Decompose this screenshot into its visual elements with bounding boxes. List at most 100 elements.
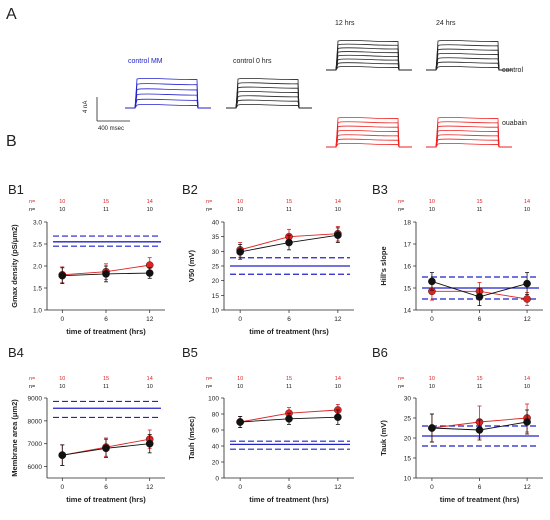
x-axis-label: time of treatment (hrs) bbox=[440, 495, 520, 504]
y-axis-label: V50 (mV) bbox=[187, 249, 196, 282]
current-trace bbox=[426, 142, 512, 148]
data-point bbox=[285, 414, 293, 423]
x-tick-label: 12 bbox=[523, 484, 531, 491]
data-point bbox=[428, 424, 436, 432]
n-count-red: 14 bbox=[335, 376, 341, 382]
n-count-black: 11 bbox=[286, 207, 292, 213]
y-tick-label: 60 bbox=[212, 428, 220, 435]
x-tick-label: 0 bbox=[430, 484, 434, 491]
x-tick-label: 12 bbox=[523, 316, 531, 323]
data-point bbox=[102, 444, 110, 453]
n-count-black: 10 bbox=[524, 384, 530, 390]
trace-block-ouabain-12hrs bbox=[326, 116, 412, 148]
panel-a-letter: A bbox=[6, 6, 17, 23]
y-tick-label: 18 bbox=[404, 220, 412, 227]
n-count-black: 10 bbox=[59, 384, 65, 390]
n-prefix-red: n= bbox=[29, 199, 35, 205]
y-tick-label: 7000 bbox=[28, 441, 43, 448]
y-tick-label: 20 bbox=[212, 278, 220, 285]
current-trace bbox=[426, 61, 512, 71]
x-axis-label: time of treatment (hrs) bbox=[249, 495, 329, 504]
n-count-red: 15 bbox=[103, 376, 109, 382]
n-count-red: 15 bbox=[476, 199, 482, 205]
x-axis-label: time of treatment (hrs) bbox=[249, 327, 329, 336]
current-trace bbox=[125, 98, 211, 109]
current-trace bbox=[426, 138, 512, 148]
n-prefix-black: n= bbox=[398, 207, 404, 213]
y-tick-label: 35 bbox=[212, 234, 220, 241]
n-prefix-black: n= bbox=[29, 207, 35, 213]
subpanel-letter-b6: B6 bbox=[372, 345, 388, 360]
data-point bbox=[145, 439, 154, 448]
y-tick-label: 30 bbox=[404, 396, 412, 403]
n-prefix-red: n= bbox=[206, 199, 212, 205]
y-tick-label: 16 bbox=[404, 264, 412, 271]
current-trace bbox=[125, 103, 211, 109]
current-trace bbox=[426, 116, 512, 148]
n-count-red: 15 bbox=[286, 199, 292, 205]
x-tick-label: 0 bbox=[238, 316, 242, 323]
chart-b2: 10 15 20 25 30 35 40 0 6 12 time of treatment (hrs… bbox=[187, 199, 354, 336]
trace-block-ouabain-24hrs bbox=[426, 116, 512, 148]
n-count-black: 10 bbox=[59, 207, 65, 213]
n-count-red: 10 bbox=[429, 376, 435, 382]
subpanel-letter-b4: B4 bbox=[8, 345, 24, 360]
x-tick-label: 6 bbox=[287, 484, 291, 491]
n-count-black: 10 bbox=[237, 207, 243, 213]
data-point bbox=[285, 238, 293, 247]
x-tick-label: 6 bbox=[478, 316, 482, 323]
y-tick-label: 3.0 bbox=[33, 220, 42, 227]
y-axis-label: Tauk (mV) bbox=[379, 420, 388, 456]
x-axis-label: time of treatment (hrs) bbox=[66, 327, 146, 336]
n-count-black: 11 bbox=[477, 207, 483, 213]
trace-label-24hrs: 24 hrs bbox=[436, 20, 456, 27]
data-point bbox=[236, 248, 244, 256]
subpanel-letter-b3: B3 bbox=[372, 182, 388, 197]
n-count-black: 10 bbox=[524, 207, 530, 213]
data-point bbox=[475, 292, 484, 301]
n-count-red: 10 bbox=[429, 199, 435, 205]
trace-label-control-0hrs: control 0 hrs bbox=[233, 58, 272, 65]
y-tick-label: 25 bbox=[212, 264, 220, 271]
y-tick-label: 8000 bbox=[28, 418, 43, 425]
y-tick-label: 2.0 bbox=[33, 264, 42, 271]
data-point bbox=[523, 418, 531, 426]
n-count-black: 10 bbox=[335, 207, 341, 213]
current-trace bbox=[426, 39, 512, 71]
subpanel-letter-b1: B1 bbox=[8, 182, 24, 197]
x-tick-label: 6 bbox=[478, 484, 482, 491]
current-trace bbox=[326, 138, 412, 148]
n-count-black: 10 bbox=[335, 384, 341, 390]
data-point bbox=[145, 269, 154, 277]
n-count-black: 10 bbox=[429, 384, 435, 390]
n-count-red: 10 bbox=[237, 199, 243, 205]
x-axis-label: time of treatment (hrs) bbox=[66, 495, 146, 504]
n-count-black: 10 bbox=[429, 207, 435, 213]
y-tick-label: 1.5 bbox=[33, 286, 42, 293]
trace-block-control-24hrs bbox=[426, 39, 512, 71]
y-tick-label: 0 bbox=[215, 476, 219, 483]
n-count-black: 11 bbox=[477, 384, 483, 390]
trace-block-control-mm bbox=[125, 77, 211, 109]
n-count-red: 15 bbox=[103, 199, 109, 205]
n-prefix-black: n= bbox=[206, 207, 212, 213]
current-trace bbox=[326, 39, 412, 71]
y-tick-label: 20 bbox=[212, 460, 220, 467]
n-count-black: 10 bbox=[147, 207, 153, 213]
data-point bbox=[523, 279, 531, 288]
trace-label-control-mm: control MM bbox=[128, 58, 163, 65]
n-count-red: 10 bbox=[237, 376, 243, 382]
n-count-red: 14 bbox=[147, 376, 153, 382]
current-trace bbox=[326, 142, 412, 148]
n-count-red: 10 bbox=[59, 376, 65, 382]
current-trace bbox=[125, 77, 211, 109]
n-count-red: 15 bbox=[286, 376, 292, 382]
n-prefix-black: n= bbox=[29, 384, 35, 390]
x-tick-label: 0 bbox=[60, 316, 64, 323]
n-prefix-black: n= bbox=[398, 384, 404, 390]
subpanel-letter-b5: B5 bbox=[182, 345, 198, 360]
n-prefix-red: n= bbox=[398, 376, 404, 382]
chart-b5: 0 20 40 60 80 100 0 6 12 time of treatment (hrs) T… bbox=[187, 376, 354, 504]
n-prefix-black: n= bbox=[206, 384, 212, 390]
